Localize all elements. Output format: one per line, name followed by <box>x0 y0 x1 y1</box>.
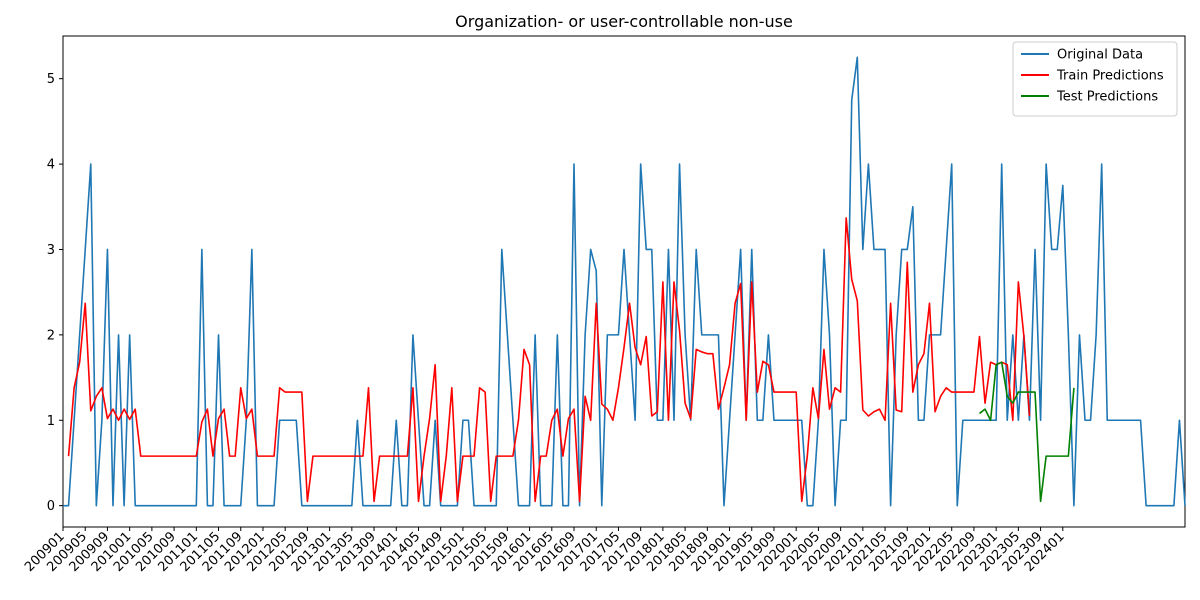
series-line-train-predictions <box>67 217 1031 503</box>
legend-label: Train Predictions <box>1056 69 1164 84</box>
legend-box <box>1012 41 1178 117</box>
y-tick-label: 2 <box>47 328 55 343</box>
y-tick-label: 4 <box>47 158 55 173</box>
series-line-original-data <box>63 56 1186 507</box>
y-tick-label: 3 <box>47 243 55 258</box>
y-tick-label: 5 <box>47 72 55 87</box>
chart-title: Organization- or user-controllable non-u… <box>455 12 793 31</box>
y-tick-label: 0 <box>47 499 55 514</box>
y-tick-label: 1 <box>47 414 55 429</box>
y-axis: 0 1 2 3 4 5 <box>47 72 63 514</box>
series-line-test-predictions <box>979 361 1075 503</box>
plot-area <box>62 35 1186 528</box>
legend-label: Test Predictions <box>1056 90 1158 105</box>
legend: Original Data Train Predictions Test Predi… <box>1012 41 1178 117</box>
series-layer <box>63 56 1186 507</box>
legend-label: Original Data <box>1057 48 1143 63</box>
